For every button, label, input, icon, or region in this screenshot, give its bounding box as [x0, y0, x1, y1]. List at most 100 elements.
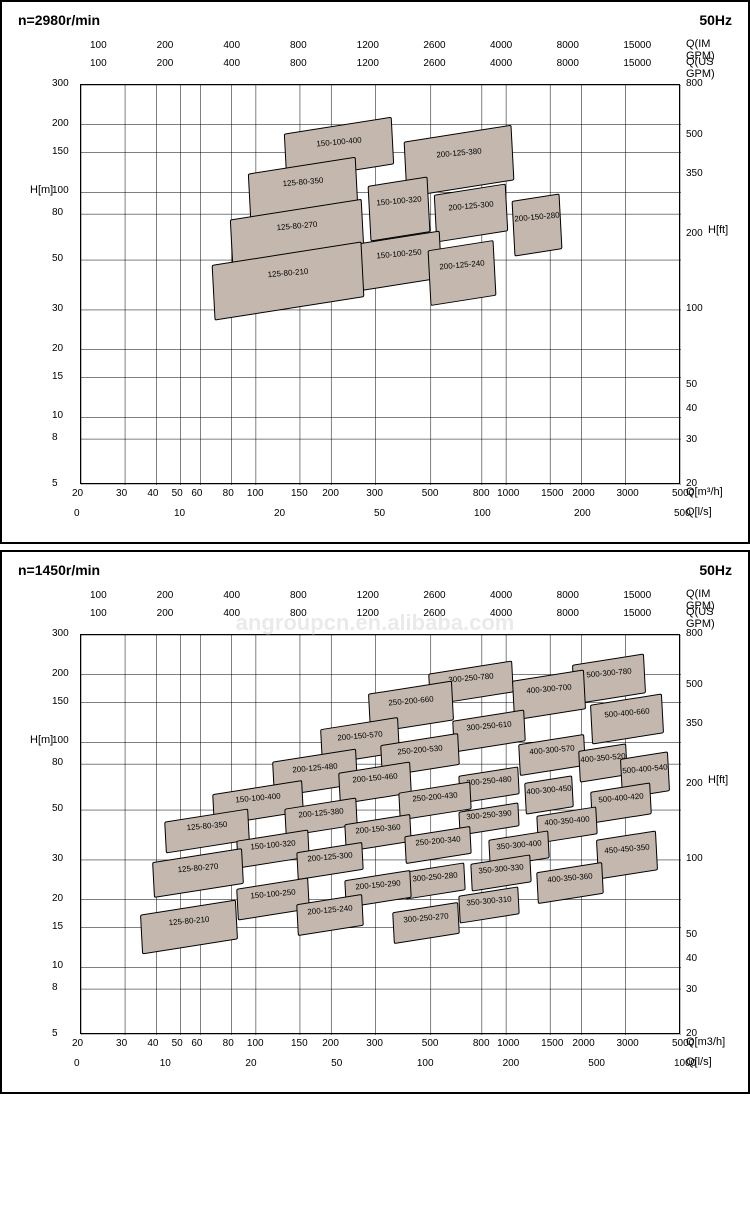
y-tick-ft: 200 [686, 778, 703, 789]
x-tick-ls: 500 [588, 1058, 605, 1069]
y-tick-ft: 40 [686, 403, 697, 414]
x-top-tick-us: 400 [223, 608, 240, 619]
y-tick-ft: 500 [686, 129, 703, 140]
x-tick: 500 [422, 1038, 439, 1049]
chart-panel-1: n=1450r/min50Hz300-250-780500-300-780250… [0, 550, 750, 1094]
y-axis-label-ft: H[ft] [708, 774, 728, 786]
x-top-tick-im: 2600 [423, 590, 445, 601]
x-top-tick-im: 100 [90, 590, 107, 601]
y-tick-ft: 20 [686, 478, 697, 489]
x-top-tick-im: 100 [90, 40, 107, 51]
x-tick: 100 [247, 488, 264, 499]
y-tick: 8 [52, 982, 76, 993]
x-tick: 150 [291, 488, 308, 499]
x-top-tick-im: 1200 [357, 40, 379, 51]
chart-panel-0: n=2980r/min50Hz150-100-400200-125-380125… [0, 0, 750, 544]
x-top-tick-im: 4000 [490, 590, 512, 601]
x-axis-label-ls: Q[l/s] [686, 1056, 712, 1068]
x-top-tick-im: 8000 [557, 40, 579, 51]
y-tick-ft: 30 [686, 434, 697, 445]
x-top-tick-us: 800 [290, 608, 307, 619]
panel-title-left: n=1450r/min [18, 562, 100, 578]
x-tick: 300 [366, 488, 383, 499]
y-tick: 10 [52, 960, 76, 971]
pump-region [428, 240, 497, 306]
y-tick: 5 [52, 478, 76, 489]
x-tick: 2000 [572, 1038, 594, 1049]
x-tick: 60 [191, 488, 202, 499]
y-tick: 100 [52, 735, 76, 746]
x-top-tick-im: 400 [223, 40, 240, 51]
x-tick: 1500 [541, 1038, 563, 1049]
x-tick: 1500 [541, 488, 563, 499]
x-tick: 200 [322, 1038, 339, 1049]
x-tick-ls: 50 [374, 508, 385, 519]
x-tick-ls: 20 [245, 1058, 256, 1069]
x-top-tick-us: 4000 [490, 608, 512, 619]
x-top-tick-us: 8000 [557, 608, 579, 619]
x-top-tick-us: 400 [223, 58, 240, 69]
plot-area: 150-100-400200-125-380125-80-350150-100-… [80, 84, 680, 484]
panel-title-right: 50Hz [699, 12, 732, 28]
y-tick: 15 [52, 921, 76, 932]
y-tick: 200 [52, 668, 76, 679]
y-tick-ft: 800 [686, 78, 703, 89]
x-top-tick-im: 15000 [623, 590, 651, 601]
x-top-label-us: Q(US GPM) [686, 606, 730, 630]
x-top-tick-us: 200 [157, 608, 174, 619]
y-tick-ft: 50 [686, 929, 697, 940]
y-tick: 150 [52, 146, 76, 157]
y-tick-ft: 800 [686, 628, 703, 639]
y-tick: 20 [52, 343, 76, 354]
x-tick-ls: 10 [174, 508, 185, 519]
x-tick: 80 [223, 488, 234, 499]
x-tick-ls: 20 [274, 508, 285, 519]
x-tick: 20 [72, 1038, 83, 1049]
x-tick: 3000 [616, 488, 638, 499]
pump-region [512, 193, 563, 256]
x-top-tick-im: 200 [157, 590, 174, 601]
y-tick: 80 [52, 757, 76, 768]
y-tick: 200 [52, 118, 76, 129]
x-tick: 300 [366, 1038, 383, 1049]
x-tick: 2000 [572, 488, 594, 499]
x-tick: 30 [116, 488, 127, 499]
x-top-tick-us: 100 [90, 58, 107, 69]
x-top-tick-im: 800 [290, 40, 307, 51]
y-tick: 8 [52, 432, 76, 443]
x-tick: 800 [473, 1038, 490, 1049]
x-tick-ls: 200 [503, 1058, 520, 1069]
y-tick-ft: 100 [686, 853, 703, 864]
x-top-label-us: Q(US GPM) [686, 56, 730, 80]
x-tick: 80 [223, 1038, 234, 1049]
x-tick: 3000 [616, 1038, 638, 1049]
y-tick: 300 [52, 78, 76, 89]
x-tick-ls: 100 [417, 1058, 434, 1069]
x-top-tick-us: 800 [290, 58, 307, 69]
x-top-tick-us: 100 [90, 608, 107, 619]
x-tick: 800 [473, 488, 490, 499]
x-tick-ls: 0 [74, 508, 80, 519]
y-tick: 80 [52, 207, 76, 218]
x-tick: 50 [172, 488, 183, 499]
x-top-tick-us: 200 [157, 58, 174, 69]
y-axis-label-ft: H[ft] [708, 224, 728, 236]
x-top-tick-im: 8000 [557, 590, 579, 601]
plot-wrap: 300-250-780500-300-780250-200-660400-300… [20, 584, 730, 1084]
x-top-tick-im: 800 [290, 590, 307, 601]
plot-area: 300-250-780500-300-780250-200-660400-300… [80, 634, 680, 1034]
x-top-tick-im: 4000 [490, 40, 512, 51]
x-tick: 50 [172, 1038, 183, 1049]
y-tick: 100 [52, 185, 76, 196]
y-tick: 10 [52, 410, 76, 421]
x-tick: 1000 [497, 488, 519, 499]
x-axis-label-ls: Q[l/s] [686, 506, 712, 518]
x-tick: 500 [422, 488, 439, 499]
y-tick: 30 [52, 303, 76, 314]
x-top-tick-us: 2600 [423, 58, 445, 69]
x-tick: 20 [72, 488, 83, 499]
y-tick: 300 [52, 628, 76, 639]
y-tick-ft: 20 [686, 1028, 697, 1039]
x-top-tick-im: 1200 [357, 590, 379, 601]
y-tick-ft: 100 [686, 303, 703, 314]
